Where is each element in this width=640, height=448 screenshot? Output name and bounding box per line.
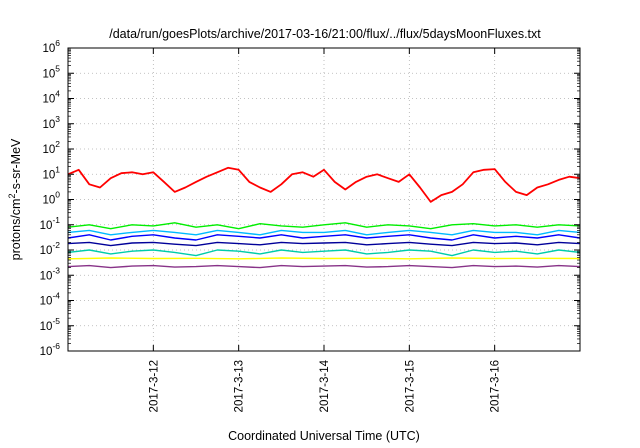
y-tick-exponent: -2 — [52, 240, 60, 250]
y-tick-base: 10 — [40, 270, 53, 282]
y-tick-label: 106 — [42, 38, 60, 55]
y-tick-exponent: 6 — [55, 38, 60, 48]
y-tick-exponent: -6 — [52, 341, 60, 351]
y-tick-label: 10-1 — [40, 215, 61, 232]
y-axis-label-part: protons/cm — [9, 199, 23, 261]
y-tick-exponent: 4 — [55, 89, 60, 99]
y-tick-base: 10 — [42, 144, 55, 156]
y-axis-label-part: -s-sr-MeV — [9, 138, 23, 194]
y-tick-base: 10 — [42, 195, 55, 207]
y-tick-exponent: 2 — [55, 139, 60, 149]
y-tick-base: 10 — [42, 169, 55, 181]
y-axis-label-text: protons/cm2-s-sr-MeV — [7, 138, 23, 260]
y-tick-label: 10-5 — [40, 316, 61, 333]
series-line-2 — [67, 229, 581, 236]
series-line-5 — [67, 241, 581, 247]
y-axis-label: protons/cm2-s-sr-MeV — [7, 138, 23, 260]
y-axis-label-superscript: 2 — [7, 194, 17, 199]
grid-lines — [68, 48, 580, 351]
y-tick-base: 10 — [42, 119, 55, 131]
y-tick-base: 10 — [40, 346, 53, 358]
series-line-1 — [67, 222, 581, 230]
y-tick-exponent: 0 — [55, 190, 60, 200]
series-lines — [67, 166, 581, 269]
y-tick-label: 10-4 — [40, 291, 61, 308]
y-tick-label: 100 — [42, 190, 60, 207]
y-tick-base: 10 — [42, 94, 55, 106]
y-tick-exponent: -5 — [52, 316, 60, 326]
y-tick-label: 104 — [42, 89, 60, 106]
y-tick-exponent: 1 — [55, 164, 60, 174]
y-tick-exponent: 3 — [55, 114, 60, 124]
chart-title: /data/run/goesPlots/archive/2017-03-16/2… — [109, 27, 541, 41]
y-tick-label: 10-6 — [40, 341, 61, 358]
x-tick-label: 2017-3-14 — [319, 359, 331, 412]
y-tick-label: 103 — [42, 114, 60, 131]
y-tick-base: 10 — [42, 68, 55, 80]
y-tick-base: 10 — [42, 43, 55, 55]
y-tick-exponent: -3 — [52, 265, 60, 275]
y-tick-base: 10 — [40, 296, 53, 308]
x-tick-label: 2017-3-16 — [490, 360, 502, 412]
series-line-0 — [67, 166, 581, 203]
y-tick-exponent: 5 — [55, 63, 60, 73]
series-line-7 — [67, 264, 581, 269]
x-tick-label: 2017-3-13 — [234, 360, 246, 412]
y-tick-base: 10 — [40, 245, 53, 257]
y-tick-label: 102 — [42, 139, 60, 156]
series-line-3 — [67, 249, 581, 257]
series-line-4 — [67, 234, 581, 241]
y-tick-label: 105 — [42, 63, 60, 80]
x-tick-label: 2017-3-12 — [148, 360, 160, 412]
series-line-6 — [67, 257, 581, 260]
x-tick-label: 2017-3-15 — [404, 360, 416, 412]
y-tick-exponent: -4 — [52, 291, 60, 301]
x-axis-label: Coordinated Universal Time (UTC) — [228, 429, 420, 443]
y-tick-exponent: -1 — [52, 215, 60, 225]
y-tick-base: 10 — [40, 321, 53, 333]
y-tick-label: 101 — [42, 164, 60, 181]
axis-ticks: 10-610-510-410-310-210-11001011021031041… — [40, 38, 580, 412]
y-tick-label: 10-3 — [40, 265, 61, 282]
y-tick-base: 10 — [40, 220, 53, 232]
y-tick-label: 10-2 — [40, 240, 61, 257]
